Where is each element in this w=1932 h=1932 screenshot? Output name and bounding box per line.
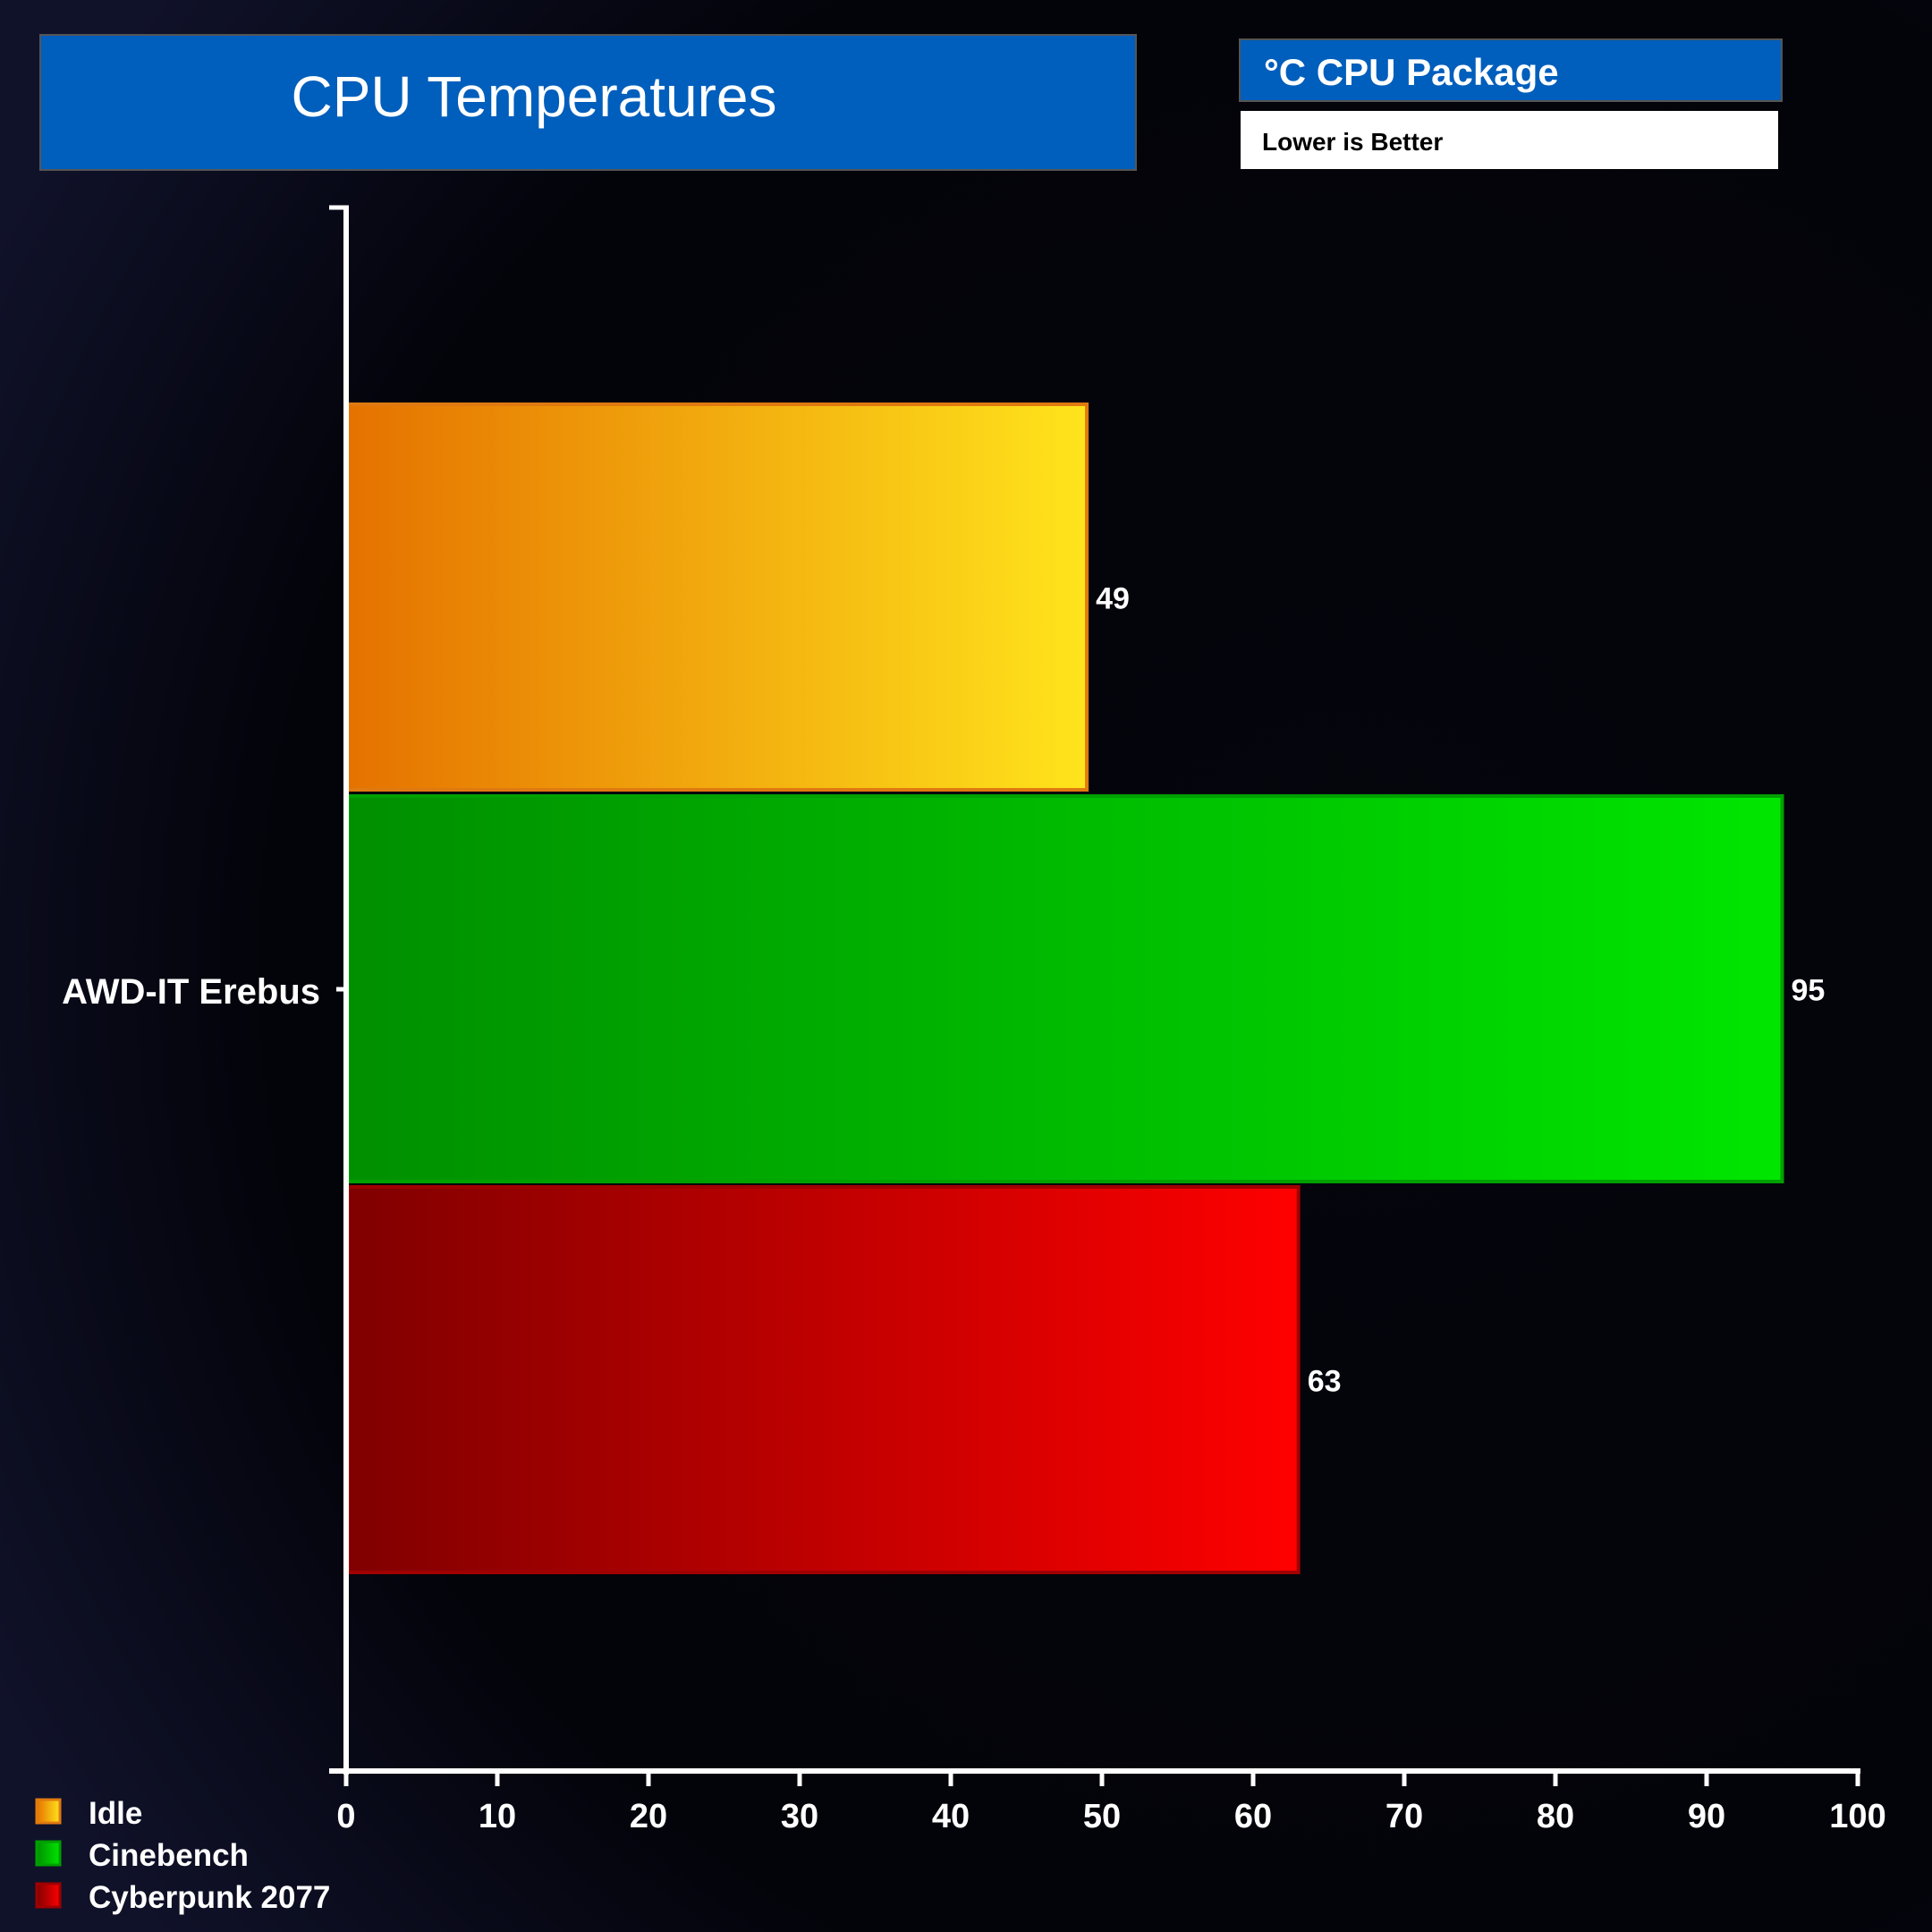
x-tick-label: 80 [1537,1798,1574,1835]
title-box [39,34,1137,171]
subtitle-box [1241,111,1778,169]
bar-cinebench [346,794,1784,1183]
bar-idle [346,402,1089,792]
chart-title: CPU Temperatures [291,64,776,129]
legend-label: Cyberpunk 2077 [89,1880,330,1915]
x-tick-label: 10 [479,1798,516,1835]
legend-label: Idle [89,1796,142,1831]
x-tick-label: 50 [1083,1798,1121,1835]
x-tick-label: 70 [1385,1798,1423,1835]
x-tick-label: 40 [932,1798,970,1835]
x-tick-label: 90 [1688,1798,1725,1835]
unit-box [1239,38,1783,102]
legend-swatch [35,1882,62,1909]
x-tick-label: 0 [336,1798,355,1835]
data-label: 95 [1792,974,1826,1008]
data-label: 63 [1308,1365,1342,1399]
legend-label: Cinebench [89,1838,249,1873]
category-label: AWD-IT Erebus [62,972,320,1012]
subtitle: Lower is Better [1262,128,1443,156]
x-tick-label: 30 [781,1798,818,1835]
legend-swatch [35,1840,62,1867]
legend-swatch [35,1798,62,1825]
x-tick-label: 100 [1829,1798,1885,1835]
data-label: 49 [1096,582,1130,616]
bar-cyberpunk-2077 [346,1185,1301,1574]
x-tick-label: 60 [1234,1798,1272,1835]
x-tick-label: 20 [630,1798,667,1835]
unit-label: °C CPU Package [1264,51,1559,93]
